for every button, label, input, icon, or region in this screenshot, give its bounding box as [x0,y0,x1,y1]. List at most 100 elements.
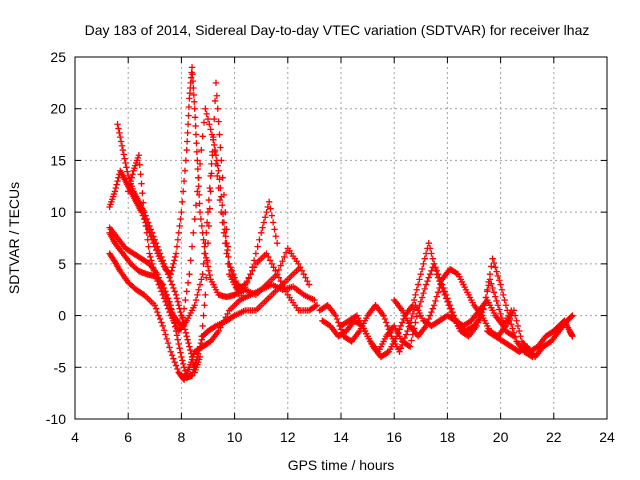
data-point [398,319,406,326]
data-point [211,97,219,105]
data-point [254,243,261,250]
data-point [184,336,191,343]
data-point [279,258,286,265]
data-point [192,131,200,138]
data-point [217,184,224,192]
data-point [116,129,123,137]
data-point [304,277,311,285]
data-point [277,277,284,285]
data-point [207,126,214,133]
data-point [203,257,211,264]
data-point [168,281,176,288]
data-point [265,253,272,261]
data-point [218,193,225,200]
data-point [190,229,197,237]
y-tick-label: -10 [46,411,66,427]
data-point [199,133,206,140]
data-point [152,274,160,281]
data-point [486,271,494,278]
data-point [149,264,157,271]
y-tick-label: 10 [50,204,66,220]
data-point [171,358,178,366]
data-point [173,332,181,339]
data-point [422,281,430,288]
data-point [175,229,182,237]
data-point [414,281,422,288]
data-point [160,260,168,268]
data-point [189,71,196,78]
data-point [159,291,166,299]
data-point [335,319,342,326]
data-point [383,319,390,326]
data-point [176,345,183,352]
data-point [211,115,218,123]
data-point [238,292,245,299]
data-point [179,198,186,205]
data-point [196,200,203,207]
data-point [166,274,173,281]
data-point [204,263,212,270]
data-point [155,281,162,288]
data-point [155,312,162,319]
data-point [267,205,274,212]
data-point [493,268,500,275]
data-point [265,198,273,205]
data-point [154,277,161,285]
data-point [142,222,150,230]
series-sat-j [316,296,515,355]
data-point [213,157,221,164]
data-point [182,296,189,304]
data-point [147,226,155,233]
data-point [428,250,435,257]
data-point [408,314,415,322]
data-point [184,129,191,137]
series-sat-c [106,64,246,301]
data-point [271,226,278,233]
data-point [173,243,181,250]
data-point [223,250,230,257]
y-tick-label: 15 [50,152,66,168]
data-point [180,305,188,312]
data-point [428,308,435,316]
data-point [195,174,202,181]
data-point [163,302,170,309]
data-point [247,271,254,278]
data-point [138,180,145,187]
data-point [148,257,155,264]
data-point [194,165,202,173]
data-point [202,239,209,247]
data-point [444,298,451,305]
data-point [404,327,411,335]
data-point [279,281,286,288]
data-point [211,146,219,154]
data-point [115,125,122,132]
data-point [187,350,195,357]
data-point [408,337,415,344]
data-point [200,312,207,319]
data-point [117,133,124,141]
y-axis-tick-labels: -10 -5 0 5 10 15 20 25 [46,49,66,427]
data-point [185,112,192,119]
data-point [194,291,201,299]
data-point [434,289,442,296]
data-point [155,246,162,254]
data-point [497,281,504,288]
data-point [166,308,173,316]
data-point [333,315,341,323]
data-point [172,362,180,369]
data-point [156,284,164,292]
data-point [145,243,152,250]
y-tick-label: 25 [50,49,66,65]
data-point [227,264,234,271]
data-point [425,274,432,281]
data-point [191,302,198,309]
data-point [122,159,129,167]
data-point [412,291,419,299]
data-point [183,146,190,154]
data-point [493,297,500,305]
data-point [211,141,218,149]
data-point [236,296,244,304]
data-point [136,161,143,168]
data-point [225,253,232,261]
